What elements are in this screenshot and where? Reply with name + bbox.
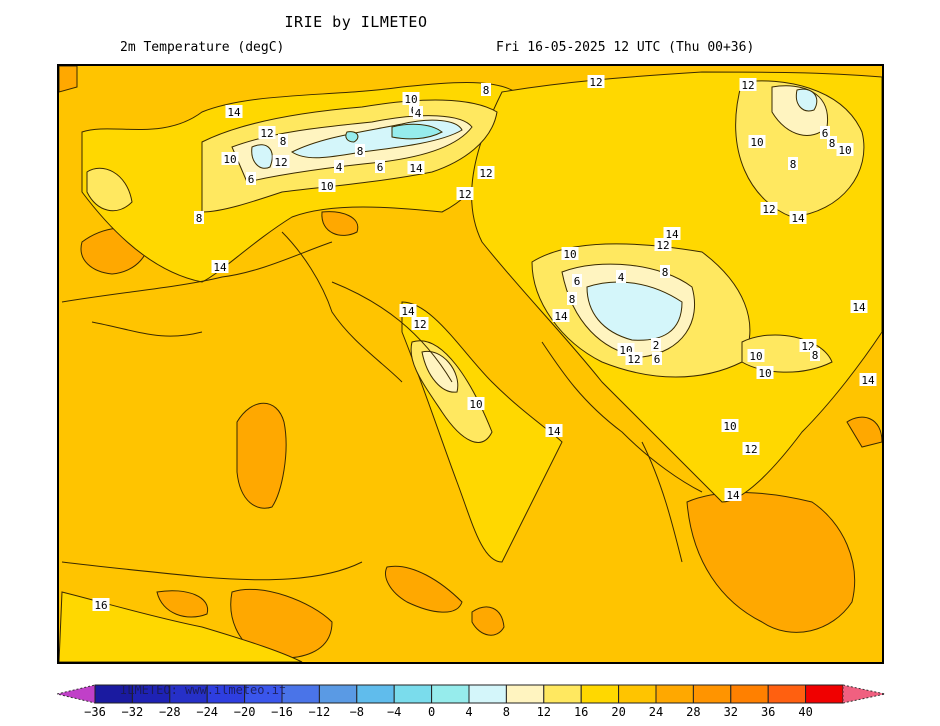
contour-label: 16 — [94, 599, 107, 612]
colorbar-segment — [692, 684, 732, 704]
colorbar-tick-label: −36 — [84, 705, 106, 719]
coastline-contours — [61, 231, 703, 581]
contour-label: 14 — [861, 374, 875, 387]
contour-label: 12 — [744, 443, 757, 456]
contour-label: 14 — [401, 305, 415, 318]
colorbar-tick-label: −28 — [158, 705, 181, 719]
colorbar-tick-label: 36 — [760, 705, 776, 719]
colorbar-tick-label: 16 — [573, 705, 589, 719]
contour-label: 12 — [458, 188, 471, 201]
valid-time-label: Fri 16-05-2025 12 UTC (Thu 00+36) — [496, 40, 755, 55]
colorbar-segment — [543, 684, 582, 704]
colorbar-segment — [393, 684, 433, 704]
contour-label: 2 — [653, 339, 660, 352]
contour-label: 12 — [741, 79, 754, 92]
contour-label: 10 — [320, 180, 333, 193]
contour-label: 14 — [227, 106, 241, 119]
contour-label: 6 — [574, 275, 581, 288]
contour-label: 4 — [336, 161, 343, 174]
colorbar-segment — [618, 684, 657, 704]
contour-label: 14 — [213, 261, 227, 274]
contour-label: 14 — [791, 212, 805, 225]
colorbar — [56, 684, 887, 704]
colorbar-ticks: −36 −32 −28 −24 −20 −16 −12 −8 −4 0 4 8 12 16 20 24 28 32… — [0, 705, 940, 721]
contour-label: 14 — [726, 489, 740, 502]
colorbar-tick-label: 0 — [427, 705, 436, 719]
colorbar-segment — [281, 684, 320, 704]
colorbar-segment — [318, 684, 358, 704]
contour-label: 8 — [790, 158, 797, 171]
contour-label: 12 — [413, 318, 426, 331]
contour-label: 8 — [357, 145, 364, 158]
colorbar-segment — [767, 684, 807, 704]
near-freezing-core — [345, 123, 443, 143]
colorbar-tick-label: 28 — [686, 705, 701, 719]
colorbar-segment — [655, 684, 694, 704]
colorbar-tick-label: −8 — [349, 705, 365, 719]
contour-label: 6 — [822, 127, 829, 140]
colorbar-tick-label: −24 — [196, 705, 219, 719]
contour-label: 10 — [749, 350, 762, 363]
map-title: IRIE by ILMETEO — [284, 13, 428, 31]
colorbar-segment — [505, 684, 545, 704]
contour-label: 10 — [838, 144, 851, 157]
contour-label: 8 — [196, 212, 203, 225]
contour-label: 4 — [618, 271, 625, 284]
colorbar-under-arrow — [56, 684, 96, 704]
colorbar-segment — [730, 684, 769, 704]
contour-label: 12 — [627, 353, 640, 366]
colorbar-tick-label: −32 — [121, 705, 144, 719]
contour-label: 8 — [280, 135, 287, 148]
contour-label: 10 — [758, 367, 771, 380]
contour-label: 8 — [662, 266, 669, 279]
contour-label: 12 — [274, 156, 287, 169]
colorbar-tick-label: 40 — [798, 705, 813, 719]
contour-label: 8 — [483, 84, 490, 97]
contour-label: 10 — [469, 398, 482, 411]
colorbar-segment — [805, 684, 844, 704]
contour-label: 6 — [248, 173, 255, 186]
colorbar-over-arrow — [842, 684, 886, 704]
colorbar-segment — [356, 684, 395, 704]
colorbar-tick-label: −12 — [308, 705, 331, 719]
colorbar-segment — [431, 684, 470, 704]
contour-label: 14 — [547, 425, 561, 438]
colorbar-tick-label: 12 — [536, 705, 552, 719]
contour-label: 6 — [654, 353, 661, 366]
colorbar-tick-label: 4 — [465, 705, 473, 719]
colorbar-segment — [580, 684, 620, 704]
colorbar-tick-label: 32 — [723, 705, 739, 719]
colorbar-segment — [468, 684, 507, 704]
colorbar-tick-label: −20 — [233, 705, 256, 719]
contour-label: 12 — [479, 167, 492, 180]
contour-label: 8 — [829, 137, 836, 150]
contour-label: 12 — [589, 76, 602, 89]
colorbar-tick-label: 24 — [648, 705, 664, 719]
contour-label: 14 — [554, 310, 568, 323]
contour-label: 4 — [415, 107, 422, 120]
contour-label: 10 — [723, 420, 736, 433]
contour-label: 14 — [852, 301, 866, 314]
colorbar-tick-label: 8 — [502, 705, 511, 719]
contour-label: 10 — [223, 153, 236, 166]
contour-label: 10 — [750, 136, 763, 149]
colorbar-tick-label: 20 — [611, 705, 626, 719]
colorbar-tick-label: −16 — [271, 705, 293, 719]
contour-label: 14 — [665, 228, 679, 241]
contour-label: 10 — [563, 248, 576, 261]
contour-label: 10 — [404, 93, 417, 106]
warm-region-shading — [59, 66, 882, 659]
watermark: ILMETEO: www.ilmeteo.it — [120, 683, 287, 697]
contour-label: 12 — [762, 203, 775, 216]
contour-label: 14 — [409, 162, 423, 175]
colorbar-tick-label: −4 — [386, 705, 402, 719]
temperature-map: 1412810126106488461410121212126810108121… — [57, 64, 884, 664]
contour-label: 8 — [569, 293, 576, 306]
contour-label: 12 — [656, 239, 669, 252]
contour-label: 8 — [812, 349, 819, 362]
contour-label: 6 — [377, 161, 384, 174]
contour-label: 12 — [260, 127, 273, 140]
variable-label: 2m Temperature (degC) — [120, 40, 285, 55]
